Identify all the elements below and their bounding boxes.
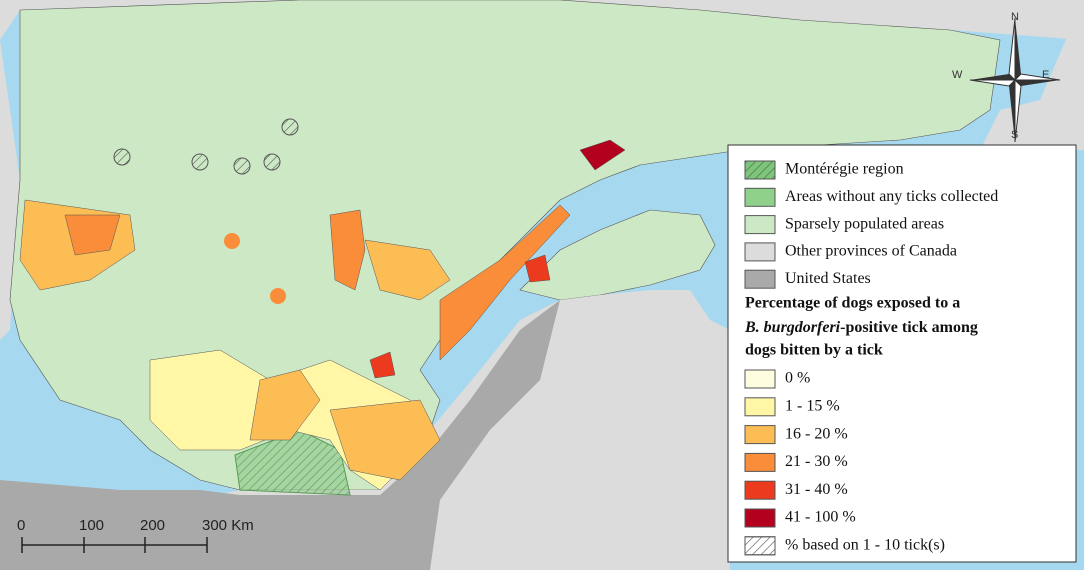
compass-w: W [952,69,963,81]
region-21-30 [224,233,240,249]
legend-title: B. burgdorferi-positive tick among [744,319,978,336]
legend-label: Sparsely populated areas [785,215,944,232]
legend-title: Percentage of dogs exposed to a [745,295,960,312]
region-16-20 [329,399,441,481]
other-province [0,0,300,40]
legend-box [727,144,1077,563]
scale-label: 100 [79,517,104,534]
legend-title: dogs bitten by a tick [745,342,883,359]
legend-swatch [744,452,776,472]
legend-label: 1 - 15 % [785,397,840,414]
other-province [560,0,1084,40]
legend-label: 21 - 30 % [785,453,848,470]
legend-swatch [744,215,776,235]
gaspe [519,209,716,301]
region-16-20 [249,369,321,441]
scale-bar: 0 100 200 300 Km [17,517,254,553]
region-31-40 [369,351,396,379]
region-21-30 [329,209,366,291]
region-hatched [233,157,251,175]
region-hatched [281,118,299,136]
region-41-100 [579,139,626,171]
legend-label: 16 - 20 % [785,425,848,442]
legend-swatch [744,187,776,207]
region-hatched [191,153,209,171]
legend-swatch [744,397,776,417]
united-states [0,300,560,570]
region-16-20 [364,239,451,301]
region-21-30 [439,204,571,361]
legend-label: Areas without any ticks collected [785,188,998,205]
region-21-30 [270,288,286,304]
legend-swatch [744,269,776,289]
compass-s: S [1011,129,1018,141]
legend-label: 41 - 100 % [785,509,856,526]
other-province [980,20,1084,150]
compass-n: N [1011,11,1019,23]
legend-swatch [744,480,776,500]
compass-e: E [1042,69,1049,81]
legend-swatch-hatch [744,160,776,180]
scale-label: 0 [17,517,25,534]
monteregie-fill [235,430,350,495]
legend-swatch [744,508,776,528]
region-21-30 [64,214,121,256]
other-province [0,40,20,340]
legend-title-rest: -positive tick among [840,319,978,336]
legend-swatch [744,242,776,262]
legend-label: United States [785,270,871,287]
legend-swatch [744,425,776,445]
legend-label: 0 % [785,370,810,387]
region-hatched [263,153,281,171]
scale-label: 300 Km [202,517,254,534]
compass: N E S W [952,11,1061,143]
legend-label: Other provinces of Canada [785,243,957,260]
region-hatched [113,148,131,166]
scale-label: 200 [140,517,165,534]
legend-swatch-hatch [744,536,776,556]
region-31-40 [524,254,551,283]
legend-title-italic: B. burgdorferi [744,319,841,336]
legend-swatch [744,369,776,389]
legend-label: % based on 1 - 10 tick(s) [785,536,945,553]
legend-label: 31 - 40 % [785,481,848,498]
legend-label: Montérégie region [785,161,904,178]
